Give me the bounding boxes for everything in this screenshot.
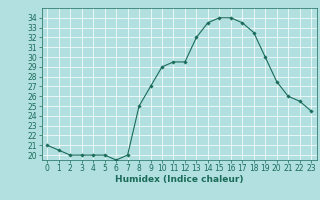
X-axis label: Humidex (Indice chaleur): Humidex (Indice chaleur) (115, 175, 244, 184)
